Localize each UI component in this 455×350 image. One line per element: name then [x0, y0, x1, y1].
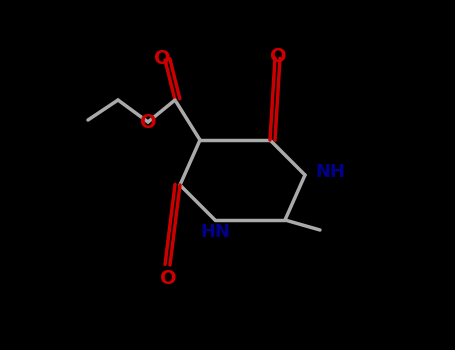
Text: O: O — [270, 47, 286, 65]
Text: O: O — [160, 268, 177, 287]
Text: O: O — [140, 112, 157, 132]
Text: O: O — [154, 49, 170, 68]
Text: NH: NH — [315, 163, 345, 181]
Text: HN: HN — [200, 223, 230, 241]
